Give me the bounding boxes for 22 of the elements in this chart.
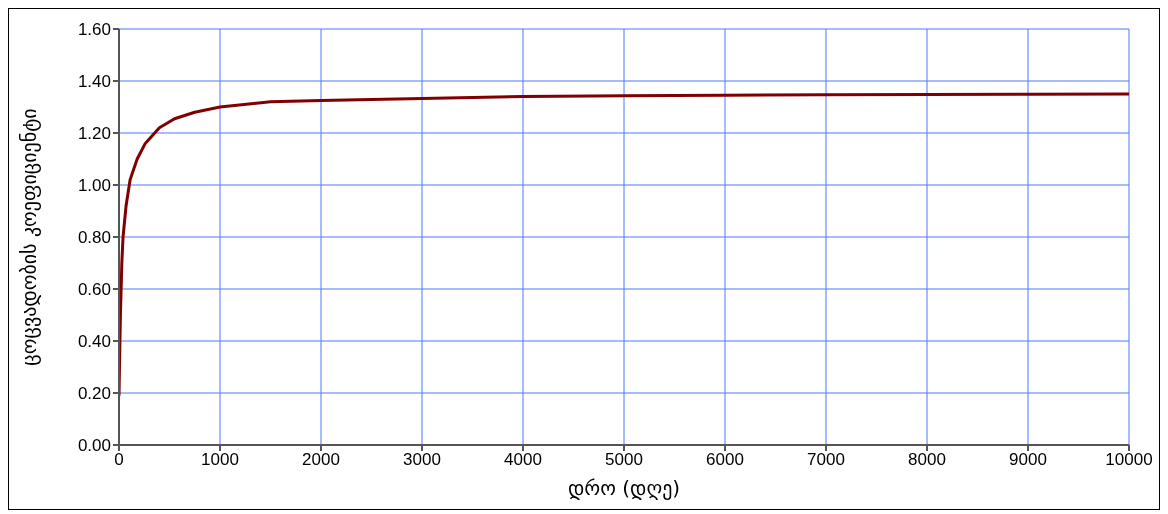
x-tick-label: 10000: [1105, 450, 1153, 470]
x-tick-label: 6000: [706, 450, 744, 470]
y-axis-title: ცოცვადობის კოეფიციენტი: [17, 108, 42, 366]
y-tick-label: 0.60: [77, 280, 111, 300]
x-tick-label: 3000: [403, 450, 441, 470]
x-tick-label: 5000: [605, 450, 643, 470]
x-tick-label: 8000: [908, 450, 946, 470]
x-tick-label: 2000: [302, 450, 340, 470]
y-tick-label: 0.00: [77, 436, 111, 456]
x-tick-label: 7000: [807, 450, 845, 470]
y-tick-label: 0.20: [77, 384, 111, 404]
x-tick-label: 4000: [504, 450, 542, 470]
y-tick-label: 0.80: [77, 228, 111, 248]
y-tick-label: 1.40: [77, 72, 111, 92]
y-tick-label: 1.60: [77, 20, 111, 40]
y-tick-label: 0.40: [77, 332, 111, 352]
x-axis-title: დრო (დღე): [567, 476, 681, 500]
y-tick-label: 1.20: [77, 124, 111, 144]
x-tick-label: 0: [114, 450, 124, 470]
y-tick-label: 1.00: [77, 176, 111, 196]
x-tick-label: 1000: [201, 450, 239, 470]
x-tick-label: 9000: [1009, 450, 1047, 470]
